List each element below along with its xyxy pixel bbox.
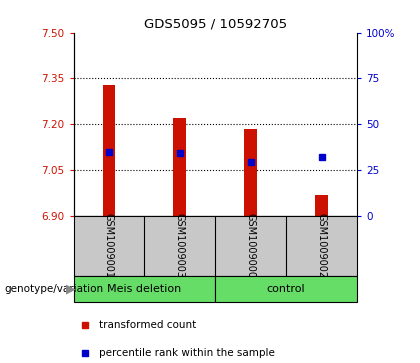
Text: ▶: ▶ [66, 282, 76, 295]
Bar [74, 276, 215, 302]
Text: GSM1009003: GSM1009003 [175, 213, 185, 278]
Text: GSM1009001: GSM1009001 [104, 213, 114, 278]
Title: GDS5095 / 10592705: GDS5095 / 10592705 [144, 17, 287, 30]
Bar [315, 195, 328, 216]
Bar [102, 85, 116, 216]
Bar [215, 276, 357, 302]
Bar [244, 129, 257, 216]
Bar [173, 118, 186, 216]
Text: GSM1009000: GSM1009000 [246, 213, 256, 278]
Text: Meis deletion: Meis deletion [107, 284, 181, 294]
Text: GSM1009002: GSM1009002 [317, 213, 327, 278]
Text: percentile rank within the sample: percentile rank within the sample [99, 348, 275, 358]
Text: genotype/variation: genotype/variation [4, 284, 103, 294]
Text: control: control [267, 284, 305, 294]
Text: transformed count: transformed count [99, 320, 196, 330]
